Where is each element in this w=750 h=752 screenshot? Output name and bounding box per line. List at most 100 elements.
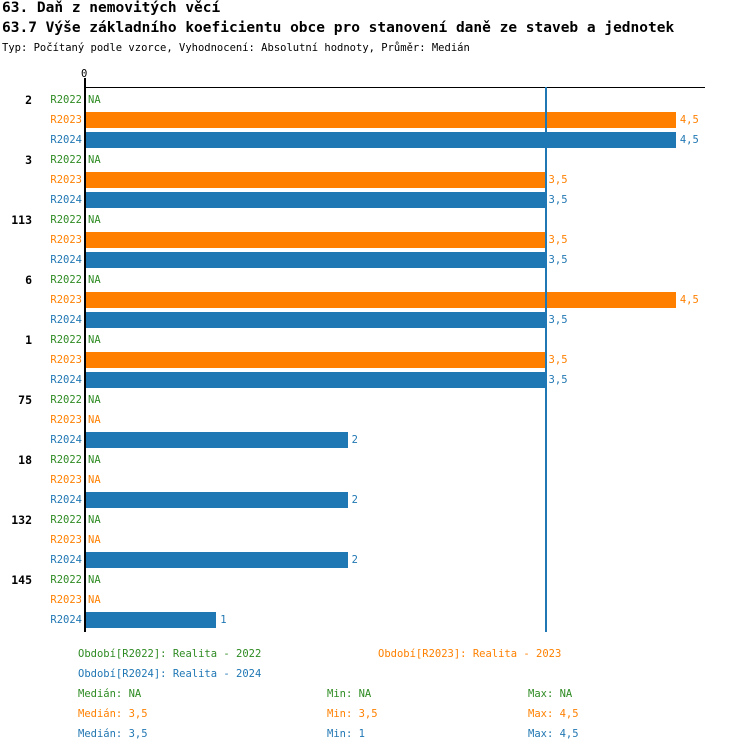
series-label-r2023: R2023 xyxy=(50,174,82,186)
group-label: 145 xyxy=(11,573,32,587)
chart-row: 18 R2022 NA xyxy=(0,450,750,470)
series-label-r2024: R2024 xyxy=(50,554,82,566)
bar-r2024[interactable] xyxy=(85,132,676,148)
group-label: 132 xyxy=(11,513,32,527)
stat-min: Min: 3,5 xyxy=(327,708,378,720)
bar-r2024[interactable] xyxy=(85,552,348,568)
series-label-r2022: R2022 xyxy=(50,514,82,526)
series-label-r2022: R2022 xyxy=(50,574,82,586)
bar-value-label: 2 xyxy=(351,554,358,566)
chart-row: R2023 4,5 xyxy=(0,290,750,310)
bar-r2024[interactable] xyxy=(85,612,217,628)
series-label-r2024: R2024 xyxy=(50,614,82,626)
bar-value-label: 3,5 xyxy=(548,314,568,326)
chart-row: 3 R2022 NA xyxy=(0,150,750,170)
chart-row: R2023 NA xyxy=(0,590,750,610)
chart-row: R2024 2 xyxy=(0,550,750,570)
stat-median: Medián: 3,5 xyxy=(78,708,148,720)
bar-r2024[interactable] xyxy=(85,192,545,208)
chart-row: R2023 3,5 xyxy=(0,170,750,190)
x-axis-line xyxy=(85,87,705,88)
series-label-r2023: R2023 xyxy=(50,474,82,486)
chart-row: R2023 3,5 xyxy=(0,230,750,250)
bar-r2024[interactable] xyxy=(85,312,545,328)
series-label-r2023: R2023 xyxy=(50,354,82,366)
chart-row: R2024 3,5 xyxy=(0,250,750,270)
group-label: 3 xyxy=(25,153,32,167)
chart-row: R2023 NA xyxy=(0,530,750,550)
chart-row: R2023 NA xyxy=(0,410,750,430)
bar-value-label: 3,5 xyxy=(548,374,568,386)
chart-row: 113 R2022 NA xyxy=(0,210,750,230)
bar-value-na: NA xyxy=(88,594,101,606)
bar-r2024[interactable] xyxy=(85,432,348,448)
series-label-r2024: R2024 xyxy=(50,494,82,506)
series-label-r2023: R2023 xyxy=(50,534,82,546)
legend-entry[interactable]: Období[R2022]: Realita - 2022 xyxy=(78,648,262,660)
group-label: 75 xyxy=(18,393,32,407)
bar-value-label: 4,5 xyxy=(679,114,699,126)
bar-value-label: 1 xyxy=(220,614,227,626)
bar-r2023[interactable] xyxy=(85,352,545,368)
chart-row: R2024 4,5 xyxy=(0,130,750,150)
chart-row: R2024 2 xyxy=(0,430,750,450)
chart-row: R2024 2 xyxy=(0,490,750,510)
plot-area: 0 2 R2022 NA R2023 4,5 R2024 4,5 3 R2022 NA R2023 3,… xyxy=(0,68,750,632)
bar-value-na: NA xyxy=(88,474,101,486)
stat-max: Max: 4,5 xyxy=(528,708,579,720)
series-label-r2024: R2024 xyxy=(50,374,82,386)
stat-min: Min: 1 xyxy=(327,728,365,740)
bar-value-label: 3,5 xyxy=(548,354,568,366)
group-label: 1 xyxy=(25,333,32,347)
bar-r2024[interactable] xyxy=(85,252,545,268)
bar-value-label: 2 xyxy=(351,494,358,506)
bar-r2023[interactable] xyxy=(85,112,676,128)
stat-max: Max: 4,5 xyxy=(528,728,579,740)
bar-r2023[interactable] xyxy=(85,292,676,308)
bar-r2024[interactable] xyxy=(85,492,348,508)
chart-row: R2024 3,5 xyxy=(0,190,750,210)
series-label-r2022: R2022 xyxy=(50,394,82,406)
series-label-r2024: R2024 xyxy=(50,434,82,446)
x-axis-tick-0: 0 xyxy=(81,68,88,80)
bar-value-label: 4,5 xyxy=(679,134,699,146)
y-axis-line xyxy=(84,78,86,632)
legend-entry[interactable]: Období[R2024]: Realita - 2024 xyxy=(78,668,262,680)
chart-row: R2024 1 xyxy=(0,610,750,630)
chart-row: 132 R2022 NA xyxy=(0,510,750,530)
stat-median: Medián: NA xyxy=(78,688,142,700)
series-label-r2023: R2023 xyxy=(50,294,82,306)
series-label-r2023: R2023 xyxy=(50,114,82,126)
chart-row: 6 R2022 NA xyxy=(0,270,750,290)
group-label: 6 xyxy=(25,273,32,287)
bar-value-label: 3,5 xyxy=(548,174,568,186)
series-label-r2024: R2024 xyxy=(50,254,82,266)
bar-value-label: 2 xyxy=(351,434,358,446)
series-label-r2023: R2023 xyxy=(50,234,82,246)
bar-r2023[interactable] xyxy=(85,172,545,188)
median-reference-line xyxy=(544,87,547,632)
legend-entry[interactable]: Období[R2023]: Realita - 2023 xyxy=(378,648,562,660)
bar-value-na: NA xyxy=(88,574,101,586)
bar-value-na: NA xyxy=(88,454,101,466)
bar-r2023[interactable] xyxy=(85,232,545,248)
bar-value-na: NA xyxy=(88,274,101,286)
bar-value-na: NA xyxy=(88,394,101,406)
bar-value-na: NA xyxy=(88,94,101,106)
chart-row: R2024 3,5 xyxy=(0,370,750,390)
page-title: 63. Daň z nemovitých věcí xyxy=(2,0,221,16)
series-label-r2024: R2024 xyxy=(50,194,82,206)
chart-title: 63.7 Výše základního koeficientu obce pr… xyxy=(2,20,675,36)
chart-subtitle: Typ: Počítaný podle vzorce, Vyhodnocení:… xyxy=(2,42,470,54)
chart-legend: Období[R2022]: Realita - 2022 Období[R202… xyxy=(0,640,750,752)
bar-r2024[interactable] xyxy=(85,372,545,388)
bar-value-label: 4,5 xyxy=(679,294,699,306)
bar-value-na: NA xyxy=(88,214,101,226)
bar-value-na: NA xyxy=(88,414,101,426)
stat-min: Min: NA xyxy=(327,688,372,700)
stat-max: Max: NA xyxy=(528,688,573,700)
series-label-r2022: R2022 xyxy=(50,214,82,226)
bar-value-label: 3,5 xyxy=(548,194,568,206)
series-label-r2022: R2022 xyxy=(50,94,82,106)
group-label: 18 xyxy=(18,453,32,467)
